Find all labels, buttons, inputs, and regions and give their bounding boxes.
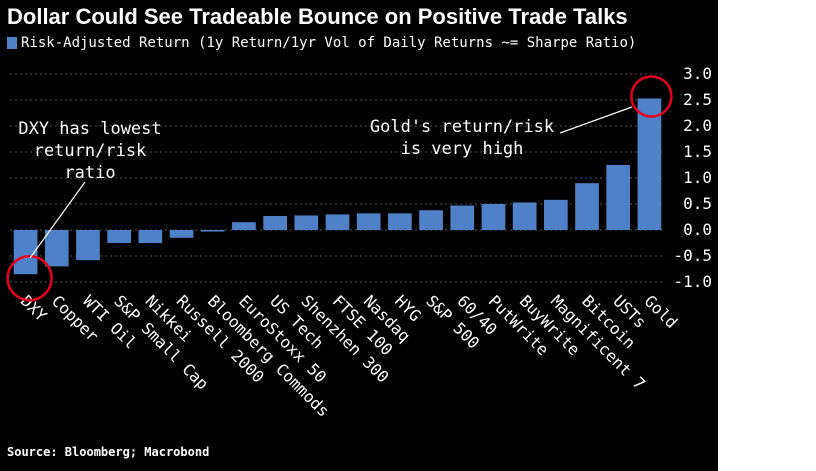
bar (512, 202, 537, 230)
bar (44, 230, 69, 267)
annotation-dxy-pointer (29, 181, 86, 259)
legend: Risk-Adjusted Return (1y Return/1yr Vol … (7, 35, 636, 51)
bar (388, 213, 412, 230)
bar (169, 230, 194, 238)
y-tick-label: 3.0 (683, 64, 712, 83)
y-tick-label: -1.0 (673, 272, 712, 291)
bar (481, 204, 506, 230)
annotation-gold-pointer (559, 106, 633, 134)
highlight-circle-gold (630, 75, 673, 118)
chart-title: Dollar Could See Tradeable Bounce on Pos… (7, 4, 628, 29)
y-tick-label: 0.0 (683, 220, 712, 239)
bar (325, 214, 350, 230)
bar (637, 98, 662, 230)
bar-chart: 3.02.52.01.51.00.50.0-0.5-1.0DXYCopperWT… (6, 64, 712, 421)
bar (606, 165, 631, 230)
y-tick-label: 1.0 (683, 168, 712, 187)
bar (294, 215, 319, 230)
y-tick-label: 2.5 (683, 90, 712, 109)
bar (543, 199, 568, 230)
annotation-dxy-line: DXY has lowest (18, 119, 161, 139)
y-tick-label: 2.0 (683, 116, 712, 135)
annotation-dxy-line: return/risk (34, 141, 147, 161)
bar (76, 230, 100, 261)
y-tick-label: -0.5 (673, 246, 712, 265)
bar (356, 213, 381, 230)
bar (575, 183, 599, 230)
bar (263, 215, 287, 230)
y-tick-label: 1.5 (683, 142, 712, 161)
bar (419, 210, 443, 230)
annotation-dxy-line: ratio (64, 163, 115, 183)
bar (107, 230, 132, 243)
annotation-gold-line: Gold's return/risk (370, 117, 554, 137)
x-category-label: Gold (641, 291, 682, 332)
annotation-gold-line: is very high (401, 139, 524, 159)
bar (138, 230, 163, 243)
bar (232, 222, 256, 230)
bar (450, 205, 475, 230)
source-note: Source: Bloomberg; Macrobond (7, 445, 210, 459)
bar (200, 230, 225, 232)
bar (13, 230, 38, 275)
y-tick-label: 0.5 (683, 194, 712, 213)
x-category-label: DXY (17, 291, 51, 325)
highlight-circle-dxy (6, 254, 53, 302)
legend-label: Risk-Adjusted Return (1y Return/1yr Vol … (21, 35, 637, 51)
legend-swatch (7, 37, 17, 49)
